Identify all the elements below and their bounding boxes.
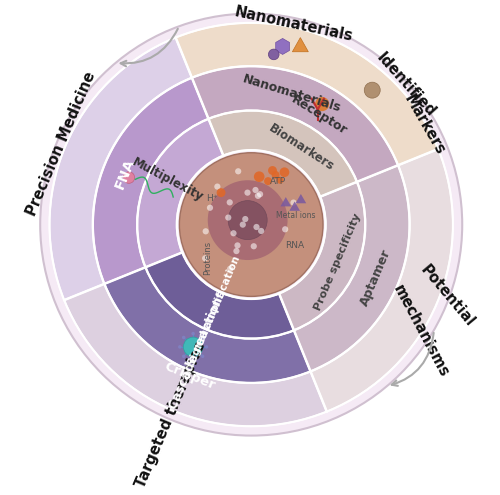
Circle shape [123, 172, 134, 183]
Circle shape [234, 243, 240, 248]
Text: Biomarkers: Biomarkers [266, 121, 336, 173]
Circle shape [202, 228, 209, 235]
Text: Signal amplification: Signal amplification [187, 255, 242, 367]
Wedge shape [294, 165, 410, 371]
Circle shape [225, 214, 232, 221]
Wedge shape [192, 66, 398, 182]
Polygon shape [280, 197, 291, 206]
Text: Precision Medicine: Precision Medicine [24, 69, 99, 218]
Circle shape [254, 171, 264, 182]
Circle shape [255, 193, 261, 199]
Circle shape [201, 354, 204, 358]
Circle shape [264, 177, 272, 185]
Circle shape [201, 336, 204, 339]
Text: FNA: FNA [112, 156, 137, 191]
Circle shape [280, 167, 289, 177]
Text: mechanisms: mechanisms [390, 282, 452, 380]
Circle shape [192, 358, 195, 362]
Circle shape [315, 97, 329, 111]
Text: Aptamer: Aptamer [358, 247, 394, 308]
Circle shape [252, 187, 258, 193]
Circle shape [40, 13, 462, 436]
Circle shape [182, 336, 186, 339]
Text: Proteins: Proteins [204, 241, 212, 275]
Circle shape [216, 188, 226, 197]
Polygon shape [296, 194, 306, 203]
Circle shape [182, 354, 186, 358]
Circle shape [276, 177, 283, 184]
Circle shape [234, 248, 239, 254]
Text: H⁺: H⁺ [206, 195, 218, 203]
Wedge shape [93, 78, 208, 284]
Circle shape [290, 199, 296, 206]
Polygon shape [292, 38, 308, 52]
Text: Receptor: Receptor [289, 93, 350, 138]
Text: Nanomaterials: Nanomaterials [240, 72, 342, 114]
Text: Cascade reactions: Cascade reactions [167, 289, 229, 412]
Circle shape [184, 337, 203, 357]
Circle shape [235, 168, 242, 174]
Circle shape [192, 332, 195, 336]
Circle shape [226, 199, 233, 205]
Wedge shape [208, 111, 357, 197]
Wedge shape [310, 149, 453, 411]
Circle shape [178, 345, 182, 348]
Text: Nanomaterials: Nanomaterials [233, 4, 354, 44]
Circle shape [244, 190, 250, 196]
Circle shape [282, 226, 288, 232]
Circle shape [257, 191, 263, 198]
Text: Crisper: Crisper [162, 360, 218, 392]
Circle shape [240, 222, 246, 228]
Circle shape [207, 204, 213, 211]
Circle shape [254, 224, 260, 230]
Circle shape [204, 345, 208, 348]
Polygon shape [290, 201, 300, 211]
Wedge shape [138, 119, 224, 267]
Circle shape [208, 180, 288, 260]
Text: Metal ions: Metal ions [276, 211, 316, 220]
Circle shape [180, 153, 323, 297]
Circle shape [202, 255, 208, 261]
Circle shape [227, 266, 233, 272]
Wedge shape [104, 267, 310, 383]
Circle shape [250, 243, 257, 249]
Text: Markers: Markers [402, 92, 448, 157]
Circle shape [258, 228, 264, 234]
Text: Multiplexity: Multiplexity [130, 156, 206, 204]
Circle shape [242, 216, 248, 222]
Circle shape [228, 200, 267, 240]
Text: Potential: Potential [417, 262, 477, 330]
Circle shape [268, 166, 277, 175]
Wedge shape [176, 23, 438, 165]
Text: Targeted therapies: Targeted therapies [133, 339, 208, 490]
Text: Probe specificity: Probe specificity [313, 211, 363, 311]
Text: RNA: RNA [285, 242, 304, 250]
Circle shape [214, 184, 220, 190]
Circle shape [268, 49, 279, 60]
Wedge shape [279, 182, 365, 330]
Text: ATP: ATP [270, 177, 286, 186]
Circle shape [272, 171, 280, 179]
Wedge shape [64, 284, 327, 426]
Wedge shape [146, 252, 294, 339]
Text: Identified: Identified [374, 50, 438, 120]
Circle shape [364, 82, 380, 98]
Wedge shape [50, 38, 192, 300]
Polygon shape [276, 39, 289, 54]
Circle shape [230, 230, 236, 236]
